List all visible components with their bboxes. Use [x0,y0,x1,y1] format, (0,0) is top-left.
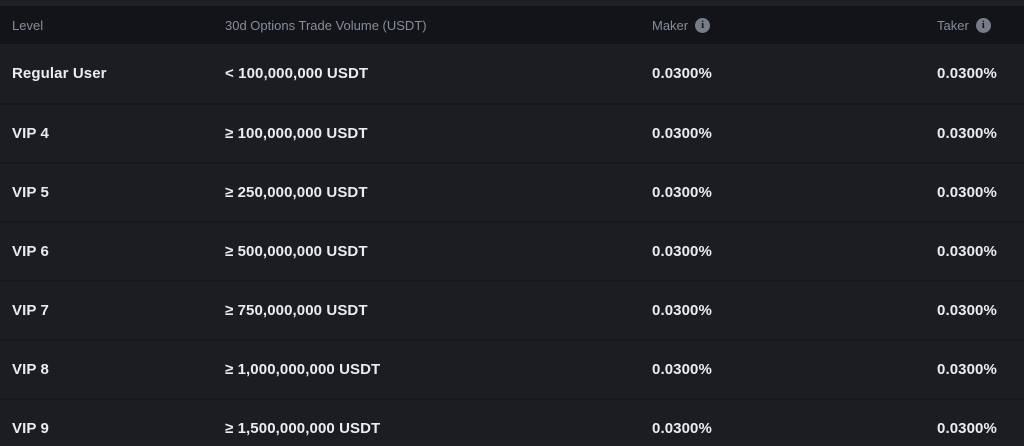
column-header-level-label: Level [12,17,44,33]
volume-cell: ≥ 250,000,000 USDT [225,184,368,201]
level-cell: VIP 8 [12,361,49,378]
taker-fee-cell: 0.0300% [937,302,997,319]
taker-fee-cell: 0.0300% [937,184,997,201]
table-row: VIP 7 ≥ 750,000,000 USDT 0.0300% 0.0300% [0,280,1024,339]
taker-info-icon[interactable]: i [975,17,991,33]
volume-cell: ≥ 500,000,000 USDT [225,243,368,260]
column-header-volume-label: 30d Options Trade Volume (USDT) [225,17,427,33]
options-fee-table: Level 30d Options Trade Volume (USDT) Ma… [0,6,1024,440]
volume-cell: ≥ 750,000,000 USDT [225,302,368,319]
taker-fee-cell: 0.0300% [937,65,997,82]
maker-fee-cell: 0.0300% [652,302,712,319]
column-header-maker-label: Maker [652,17,689,33]
volume-cell: ≥ 1,500,000,000 USDT [225,420,381,437]
level-cell: VIP 9 [12,420,49,437]
level-cell: VIP 7 [12,302,49,319]
level-cell: VIP 4 [12,125,49,142]
level-cell: VIP 6 [12,243,49,260]
table-row: VIP 5 ≥ 250,000,000 USDT 0.0300% 0.0300% [0,162,1024,221]
table-row: VIP 6 ≥ 500,000,000 USDT 0.0300% 0.0300% [0,221,1024,280]
table-row: VIP 8 ≥ 1,000,000,000 USDT 0.0300% 0.030… [0,339,1024,398]
maker-fee-cell: 0.0300% [652,65,712,82]
maker-fee-cell: 0.0300% [652,420,712,437]
column-header-taker: Taker i [937,17,1012,33]
taker-fee-cell: 0.0300% [937,420,997,437]
volume-cell: < 100,000,000 USDT [225,65,369,82]
column-header-volume: 30d Options Trade Volume (USDT) [225,18,652,33]
table-row: VIP 4 ≥ 100,000,000 USDT 0.0300% 0.0300% [0,103,1024,162]
level-cell: Regular User [12,65,107,82]
volume-cell: ≥ 1,000,000,000 USDT [225,361,381,378]
taker-fee-cell: 0.0300% [937,125,997,142]
maker-fee-cell: 0.0300% [652,243,712,260]
column-header-taker-label: Taker [937,17,969,33]
volume-cell: ≥ 100,000,000 USDT [225,125,368,142]
table-row: Regular User < 100,000,000 USDT 0.0300% … [0,44,1024,103]
maker-fee-cell: 0.0300% [652,361,712,378]
table-row: VIP 9 ≥ 1,500,000,000 USDT 0.0300% 0.030… [0,398,1024,440]
column-header-level: Level [12,18,225,33]
maker-fee-cell: 0.0300% [652,125,712,142]
level-cell: VIP 5 [12,184,49,201]
taker-fee-cell: 0.0300% [937,243,997,260]
fee-table-header-row: Level 30d Options Trade Volume (USDT) Ma… [0,6,1024,44]
maker-info-icon[interactable]: i [695,17,711,33]
column-header-maker: Maker i [652,17,937,33]
taker-fee-cell: 0.0300% [937,361,997,378]
maker-fee-cell: 0.0300% [652,184,712,201]
fee-table-body: Regular User < 100,000,000 USDT 0.0300% … [0,44,1024,440]
